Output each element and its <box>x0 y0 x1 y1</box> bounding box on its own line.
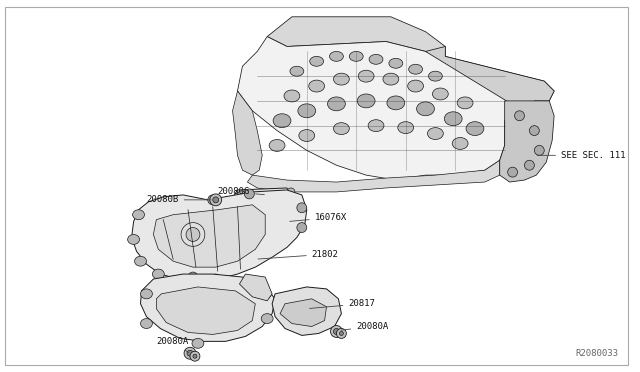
Ellipse shape <box>237 191 245 199</box>
Ellipse shape <box>208 195 218 205</box>
Ellipse shape <box>298 104 316 118</box>
Ellipse shape <box>186 228 200 241</box>
Ellipse shape <box>134 256 147 266</box>
Ellipse shape <box>141 289 152 299</box>
Ellipse shape <box>529 126 540 135</box>
Text: 20817: 20817 <box>310 299 375 308</box>
Ellipse shape <box>152 269 164 279</box>
Polygon shape <box>154 205 265 267</box>
Text: 20080B: 20080B <box>147 195 211 204</box>
Ellipse shape <box>284 90 300 102</box>
Ellipse shape <box>211 274 221 284</box>
Text: 21802: 21802 <box>258 250 339 259</box>
Polygon shape <box>500 101 554 182</box>
Circle shape <box>330 326 342 337</box>
Ellipse shape <box>181 222 205 246</box>
Text: 20080A: 20080A <box>156 337 189 353</box>
Ellipse shape <box>408 80 424 92</box>
Polygon shape <box>232 91 262 175</box>
Ellipse shape <box>188 272 198 282</box>
Ellipse shape <box>389 58 403 68</box>
Polygon shape <box>280 299 326 327</box>
Polygon shape <box>232 188 302 228</box>
Polygon shape <box>272 287 341 336</box>
Ellipse shape <box>141 318 152 328</box>
Polygon shape <box>248 160 500 192</box>
Ellipse shape <box>333 73 349 85</box>
Ellipse shape <box>368 120 384 132</box>
Circle shape <box>333 328 339 334</box>
Ellipse shape <box>132 210 145 219</box>
Ellipse shape <box>236 216 243 224</box>
Ellipse shape <box>369 54 383 64</box>
Circle shape <box>339 331 344 336</box>
Polygon shape <box>267 17 445 57</box>
Ellipse shape <box>328 97 346 111</box>
Ellipse shape <box>192 339 204 348</box>
Ellipse shape <box>466 122 484 135</box>
Ellipse shape <box>330 51 344 61</box>
Ellipse shape <box>333 123 349 135</box>
Ellipse shape <box>269 140 285 151</box>
Ellipse shape <box>417 102 435 116</box>
Ellipse shape <box>261 314 273 324</box>
Text: R2080033: R2080033 <box>575 349 618 358</box>
Ellipse shape <box>297 203 307 213</box>
Ellipse shape <box>349 51 363 61</box>
Polygon shape <box>241 196 279 218</box>
Ellipse shape <box>428 71 442 81</box>
Circle shape <box>193 354 197 358</box>
Ellipse shape <box>383 73 399 85</box>
Ellipse shape <box>444 112 462 126</box>
Text: SEE SEC. 111: SEE SEC. 111 <box>537 151 625 160</box>
Circle shape <box>184 347 196 359</box>
Polygon shape <box>239 274 272 301</box>
Polygon shape <box>141 274 275 341</box>
Ellipse shape <box>127 234 140 244</box>
Text: 20080G: 20080G <box>218 187 264 196</box>
Ellipse shape <box>433 88 448 100</box>
Circle shape <box>187 350 193 356</box>
Ellipse shape <box>398 122 413 134</box>
Ellipse shape <box>297 222 307 232</box>
Ellipse shape <box>457 97 473 109</box>
Ellipse shape <box>515 111 524 121</box>
Circle shape <box>212 197 219 203</box>
Ellipse shape <box>452 138 468 150</box>
Ellipse shape <box>524 160 534 170</box>
Ellipse shape <box>308 80 324 92</box>
Ellipse shape <box>409 64 422 74</box>
Circle shape <box>337 328 346 339</box>
Ellipse shape <box>357 94 375 108</box>
Polygon shape <box>426 46 554 111</box>
Circle shape <box>190 351 200 361</box>
Ellipse shape <box>534 145 544 155</box>
Ellipse shape <box>299 129 315 141</box>
Ellipse shape <box>293 216 301 224</box>
Ellipse shape <box>508 167 518 177</box>
Text: 20080A: 20080A <box>341 322 388 331</box>
Ellipse shape <box>358 70 374 82</box>
Ellipse shape <box>259 289 271 299</box>
Ellipse shape <box>310 57 324 66</box>
Text: 16076X: 16076X <box>290 213 347 222</box>
Ellipse shape <box>273 114 291 128</box>
Polygon shape <box>156 287 255 334</box>
Polygon shape <box>237 36 554 180</box>
Ellipse shape <box>387 96 404 110</box>
Ellipse shape <box>244 189 254 199</box>
Circle shape <box>210 194 221 206</box>
Ellipse shape <box>290 66 304 76</box>
Polygon shape <box>132 190 307 281</box>
Ellipse shape <box>287 188 295 196</box>
Ellipse shape <box>428 128 444 140</box>
